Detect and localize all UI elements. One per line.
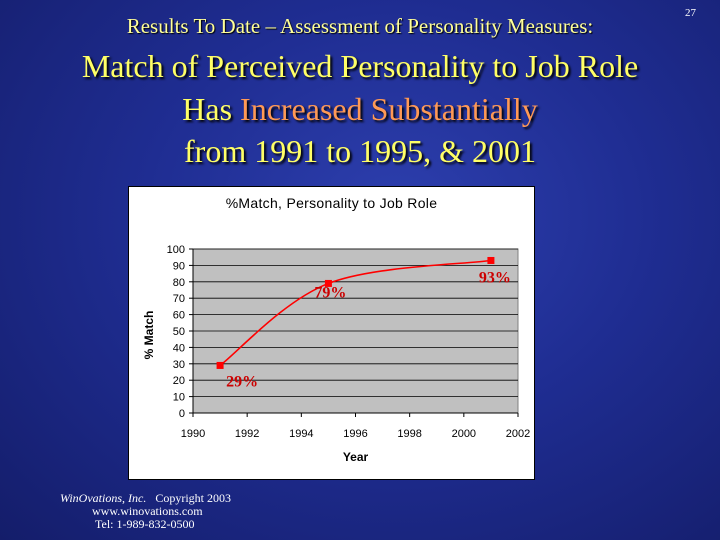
y-tick-label: 40: [173, 342, 185, 354]
headline-highlight: Increased Substantially: [240, 91, 538, 127]
y-tick-label: 30: [173, 359, 185, 371]
y-tick-label: 70: [173, 293, 185, 305]
data-label: 29%: [226, 373, 258, 390]
y-tick-label: 50: [173, 326, 185, 338]
y-tick-label: 10: [173, 392, 185, 404]
slide-subtitle: Results To Date – Assessment of Personal…: [126, 14, 594, 38]
headline-line-1: Match of Perceived Personality to Job Ro…: [81, 48, 639, 84]
y-tick-label: 0: [179, 408, 185, 420]
line-chart: 0 10 20 30 40 50 60 70 80 90 100 1990 1992 1994 1996 19…: [142, 244, 530, 464]
data-point: [324, 279, 332, 287]
chart-container: %Match, Personality to Job Role 0 10 20 30 4…: [128, 186, 535, 480]
x-tick-label: 2000: [452, 428, 476, 440]
page-number: 27: [685, 7, 696, 19]
chart-title: %Match, Personality to Job Role: [225, 195, 438, 211]
footer-copyright: Copyright 2003: [155, 491, 231, 505]
headline-line-3: from 1991 to 1995, & 2001: [184, 133, 536, 169]
footer-line-1: WinOvations, Inc. Copyright 2003: [60, 492, 231, 505]
footer-website: www.winovations.com: [92, 504, 203, 518]
footer-phone: Tel: 1-989-832-0500: [95, 517, 195, 531]
headline-line-2: Has Increased Substantially: [0, 91, 720, 128]
y-tick-label: 90: [173, 260, 185, 272]
y-tick-label: 20: [173, 375, 185, 387]
x-tick-label: 1992: [235, 428, 259, 440]
headline-line-2-prefix: Has: [182, 91, 241, 127]
x-tick-label: 1998: [397, 428, 421, 440]
data-point: [216, 361, 224, 369]
x-tick-label: 1996: [343, 428, 367, 440]
x-axis-title: Year: [343, 450, 369, 464]
footer-company: WinOvations, Inc.: [60, 491, 147, 505]
x-tick-label: 1994: [289, 428, 313, 440]
x-tick-label: 2002: [506, 428, 530, 440]
y-axis-title: % Match: [142, 311, 156, 360]
data-label: 79%: [314, 284, 346, 301]
footer: WinOvations, Inc. Copyright 2003 www.win…: [60, 492, 231, 531]
x-tick-label: 1990: [181, 428, 205, 440]
data-point: [487, 256, 495, 264]
y-tick-label: 80: [173, 277, 185, 289]
y-tick-label: 100: [167, 244, 185, 256]
y-tick-label: 60: [173, 310, 185, 322]
data-label: 93%: [479, 269, 511, 286]
